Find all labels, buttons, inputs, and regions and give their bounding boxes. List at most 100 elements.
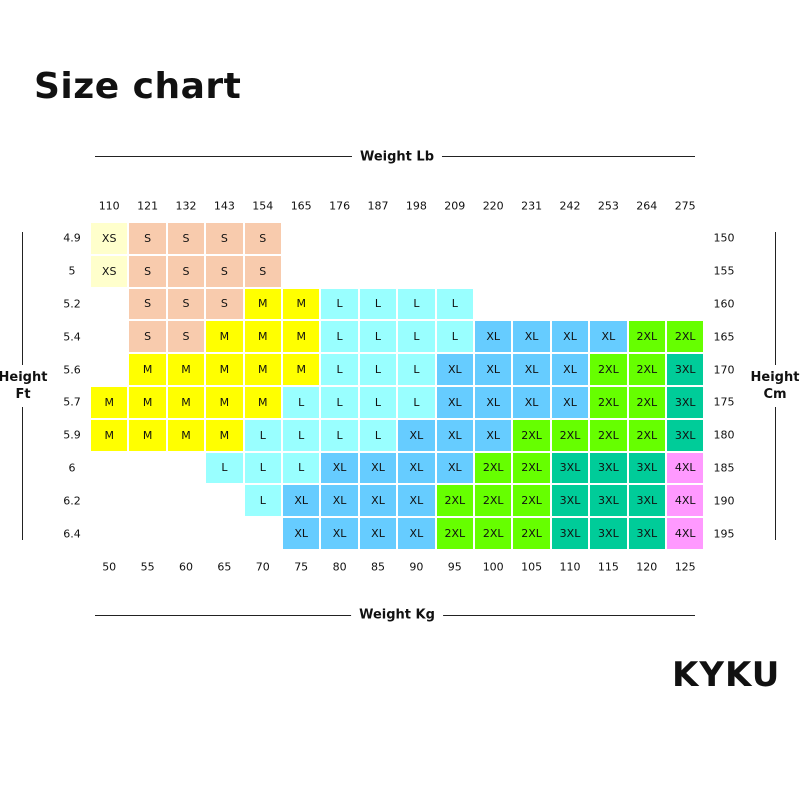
tick-weight-kg: 65	[217, 560, 232, 574]
size-cell: 3XL	[589, 451, 628, 485]
size-cell: L	[282, 451, 321, 485]
size-cell: S	[205, 254, 244, 288]
tick-weight-kg: 55	[140, 560, 155, 574]
tick-height-ft: 5.4	[63, 330, 81, 344]
tick-weight-kg: 90	[409, 560, 424, 574]
tick-weight-kg: 125	[674, 560, 696, 574]
tick-weight-lb: 121	[137, 199, 159, 213]
tick-height-cm: 195	[713, 527, 735, 541]
tick-weight-kg: 100	[482, 560, 504, 574]
size-cell: L	[397, 287, 436, 321]
tick-weight-lb: 220	[482, 199, 504, 213]
tick-weight-lb: 132	[175, 199, 197, 213]
size-cell: XS	[90, 222, 129, 255]
tick-height-cm: 150	[713, 231, 735, 245]
size-cell: 2XL	[474, 484, 513, 518]
size-cell: L	[358, 353, 398, 386]
size-cell: M	[205, 353, 244, 386]
size-cell: L	[205, 451, 244, 485]
size-cell: XL	[435, 451, 474, 485]
size-cell: L	[320, 287, 359, 321]
tick-weight-kg: 85	[371, 560, 385, 574]
size-cell: 3XL	[627, 484, 666, 518]
size-cell: M	[128, 386, 167, 419]
tick-weight-kg: 50	[102, 560, 117, 574]
size-cell: XL	[320, 451, 359, 485]
tick-weight-kg: 70	[255, 560, 270, 574]
tick-weight-lb: 253	[597, 199, 619, 213]
size-cell: 2XL	[512, 484, 551, 518]
size-cell: S	[128, 320, 167, 354]
size-cell: XL	[282, 484, 321, 518]
size-cell: L	[397, 386, 436, 419]
size-cell: 2XL	[474, 517, 513, 550]
size-cell: XL	[474, 386, 513, 419]
brand-logo: KYKU	[672, 655, 781, 695]
size-cell: XL	[474, 418, 513, 452]
size-cell: 2XL	[474, 451, 513, 485]
size-cell: 2XL	[627, 418, 666, 452]
left-axis-title: Height Ft	[0, 365, 48, 407]
size-cell: S	[243, 222, 282, 255]
size-cell: M	[282, 353, 321, 386]
tick-height-ft: 5.6	[63, 363, 81, 377]
size-cell: M	[90, 386, 129, 419]
size-cell: S	[128, 254, 167, 288]
size-cell: 3XL	[666, 386, 705, 419]
size-cell: 2XL	[550, 418, 590, 452]
tick-height-cm: 160	[713, 297, 735, 311]
tick-weight-lb: 198	[405, 199, 427, 213]
tick-height-cm: 175	[713, 395, 735, 409]
tick-weight-lb: 176	[329, 199, 351, 213]
size-cell: L	[435, 287, 474, 321]
size-cell: XL	[397, 451, 436, 485]
tick-weight-lb: 209	[444, 199, 466, 213]
tick-height-ft: 6	[68, 461, 76, 475]
size-cell: L	[435, 320, 474, 354]
size-cell: M	[205, 418, 244, 452]
size-cell: L	[358, 418, 398, 452]
size-cell: 3XL	[550, 484, 590, 518]
tick-weight-lb: 143	[213, 199, 235, 213]
size-cell: XL	[474, 353, 513, 386]
tick-height-cm: 155	[713, 264, 735, 278]
size-cell: L	[358, 320, 398, 354]
size-cell: 2XL	[512, 517, 551, 550]
size-cell: S	[205, 222, 244, 255]
size-cell: 3XL	[627, 451, 666, 485]
size-cell: S	[128, 287, 167, 321]
size-cell: M	[205, 320, 244, 354]
size-cell: L	[397, 353, 436, 386]
size-cell: M	[243, 353, 282, 386]
tick-height-cm: 170	[713, 363, 735, 377]
size-cell: XL	[435, 386, 474, 419]
size-cell: M	[166, 418, 206, 452]
size-cell: S	[166, 320, 206, 354]
size-cell: 2XL	[589, 353, 628, 386]
tick-weight-kg: 120	[636, 560, 658, 574]
left-axis-title-line1: Height	[0, 370, 48, 385]
size-cell: M	[243, 287, 282, 321]
left-axis-title-line2: Ft	[15, 387, 31, 402]
size-cell: 2XL	[627, 320, 666, 354]
size-cell: 4XL	[666, 451, 705, 485]
size-cell: XL	[474, 320, 513, 354]
tick-weight-kg: 75	[294, 560, 309, 574]
size-cell: L	[243, 484, 282, 518]
size-cell: 4XL	[666, 517, 705, 550]
tick-height-ft: 5.7	[63, 395, 81, 409]
tick-height-ft: 6.2	[63, 494, 81, 508]
size-cell: L	[282, 418, 321, 452]
size-cell: XL	[512, 386, 551, 419]
size-cell: XL	[435, 353, 474, 386]
tick-weight-lb: 264	[636, 199, 658, 213]
size-cell: M	[90, 418, 129, 452]
size-cell: S	[243, 254, 282, 288]
size-cell: XL	[397, 418, 436, 452]
size-cell: S	[166, 254, 206, 288]
size-cell: 3XL	[666, 418, 705, 452]
size-cell: 2XL	[589, 418, 628, 452]
size-cell: XL	[550, 320, 590, 354]
size-cell: XL	[550, 353, 590, 386]
size-cell: L	[320, 386, 359, 419]
